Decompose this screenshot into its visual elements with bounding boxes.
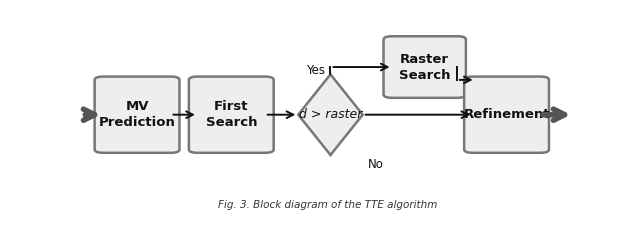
FancyBboxPatch shape	[189, 77, 274, 153]
FancyBboxPatch shape	[95, 77, 179, 153]
Text: Fig. 3. Block diagram of the TTE algorithm: Fig. 3. Block diagram of the TTE algorit…	[218, 200, 438, 210]
Text: MV
Prediction: MV Prediction	[99, 100, 175, 129]
Text: Raster
Search: Raster Search	[399, 53, 451, 82]
FancyBboxPatch shape	[383, 36, 466, 98]
Text: d > raster: d > raster	[299, 108, 362, 121]
Text: Yes: Yes	[307, 64, 326, 77]
Text: First
Search: First Search	[205, 100, 257, 129]
Text: Refinement: Refinement	[463, 108, 550, 121]
Polygon shape	[298, 74, 363, 155]
Text: No: No	[368, 158, 383, 171]
FancyBboxPatch shape	[464, 77, 549, 153]
